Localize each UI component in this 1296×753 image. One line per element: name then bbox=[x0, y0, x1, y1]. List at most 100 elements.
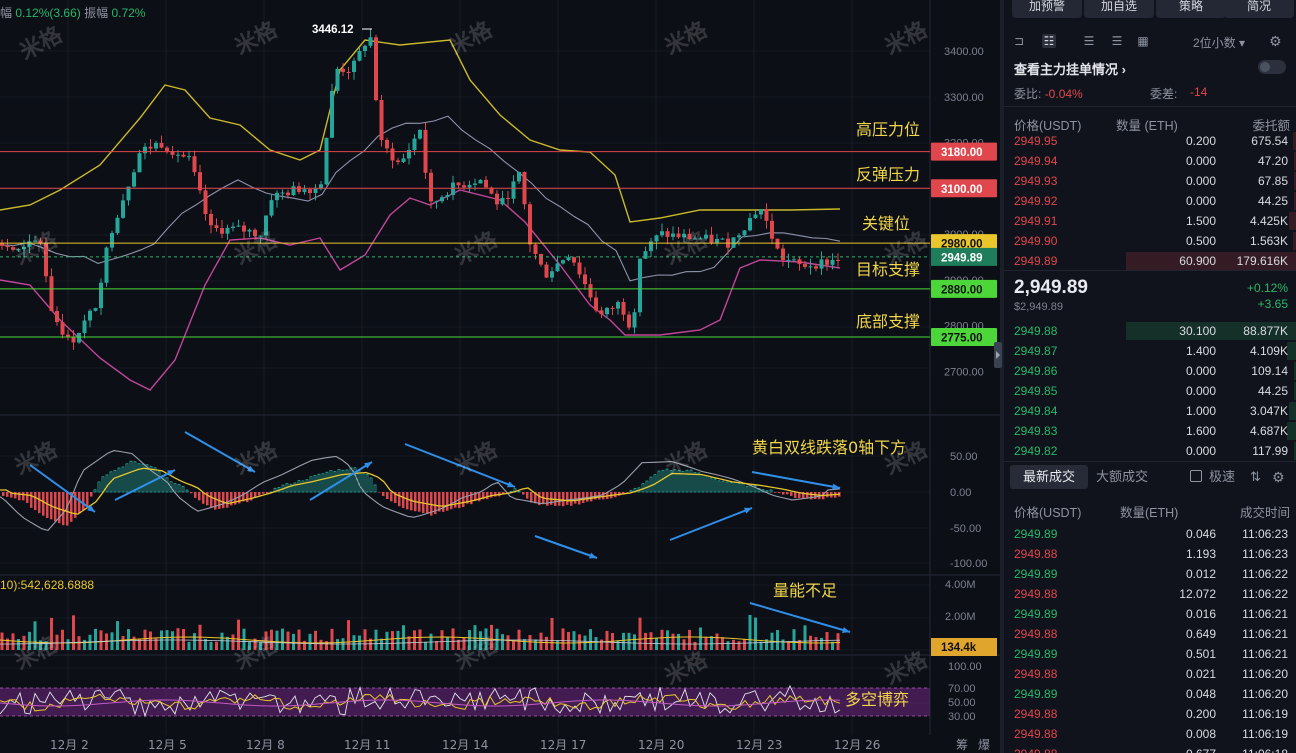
rsi-line-slow bbox=[0, 699, 841, 707]
macd-histogram-bar bbox=[462, 492, 465, 508]
orderbook-row[interactable]: 2949.89 60.900 179.616K bbox=[1004, 251, 1296, 271]
volume-bar bbox=[506, 635, 510, 650]
tab-latest-trades[interactable]: 最新成交 bbox=[1010, 465, 1088, 489]
volume-bar bbox=[523, 639, 526, 650]
macd-histogram-bar bbox=[701, 474, 705, 493]
tab-large-trades[interactable]: 大额成交 bbox=[1096, 469, 1149, 484]
volume-bar bbox=[61, 629, 64, 650]
candle-body bbox=[11, 247, 15, 250]
filter-icon[interactable]: ⇅ bbox=[1250, 469, 1261, 484]
trade-time: 11:06:21 bbox=[1242, 647, 1288, 661]
price-tick-label: 2700.00 bbox=[944, 366, 984, 378]
macd-histogram-bar bbox=[717, 480, 721, 493]
trade-row[interactable]: 2949.88 1.193 11:06:23 bbox=[1004, 544, 1296, 564]
volume-bar bbox=[314, 630, 317, 650]
macd-histogram-bar bbox=[410, 492, 413, 511]
macd-histogram-bar bbox=[709, 477, 713, 493]
row-price: 2949.82 bbox=[1014, 444, 1058, 458]
date-tick-label: 12月 26 bbox=[834, 738, 880, 752]
macd-histogram-bar bbox=[737, 482, 741, 493]
date-tick-label: 12月 14 bbox=[442, 738, 488, 752]
macd-histogram-bar bbox=[157, 471, 161, 493]
macd-histogram-bar bbox=[550, 492, 553, 505]
orderbook-row[interactable]: 2949.88 30.100 88.877K bbox=[1004, 321, 1296, 341]
divider-line bbox=[1004, 106, 1296, 107]
candle-body bbox=[495, 193, 499, 205]
macd-dea-line bbox=[0, 467, 841, 515]
macd-histogram-bar bbox=[774, 492, 777, 493]
settings-gear-icon[interactable]: ⚙ bbox=[1269, 33, 1282, 49]
candle-body bbox=[792, 259, 796, 261]
level-price-tag bbox=[931, 179, 997, 198]
trade-row[interactable]: 2949.89 0.501 11:06:21 bbox=[1004, 644, 1296, 664]
overview-button[interactable]: 简况 bbox=[1224, 0, 1294, 18]
price-tick-label: 3300.00 bbox=[944, 92, 984, 104]
orderbook-row[interactable]: 2949.85 0.000 44.25 bbox=[1004, 381, 1296, 401]
main-orders-link[interactable]: 查看主力挂单情况 › bbox=[1014, 59, 1126, 78]
macd-histogram-bar bbox=[382, 492, 385, 496]
asks-only-icon[interactable]: ☰ bbox=[1111, 34, 1123, 48]
orderbook-row[interactable]: 2949.92 0.000 44.25 bbox=[1004, 191, 1296, 211]
volume-bar bbox=[286, 631, 290, 650]
trade-row[interactable]: 2949.88 0.008 11:06:19 bbox=[1004, 724, 1296, 744]
macd-histogram-bar bbox=[665, 468, 669, 493]
decimals-dropdown[interactable]: 2位小数 ▾ bbox=[1193, 34, 1245, 51]
trade-row[interactable]: 2949.88 0.677 11:06:18 bbox=[1004, 744, 1296, 753]
orderbook-row[interactable]: 2949.83 1.600 4.687K bbox=[1004, 421, 1296, 441]
trade-row[interactable]: 2949.89 0.048 11:06:20 bbox=[1004, 684, 1296, 704]
candle-body bbox=[187, 156, 191, 158]
candle-body bbox=[319, 184, 323, 189]
trade-row[interactable]: 2949.88 12.072 11:06:22 bbox=[1004, 584, 1296, 604]
candle-body bbox=[385, 139, 389, 149]
macd-histogram-bar bbox=[669, 470, 673, 493]
orderbook-row[interactable]: 2949.91 1.500 4.425K bbox=[1004, 211, 1296, 231]
candle-body bbox=[396, 160, 400, 162]
trade-row[interactable]: 2949.88 0.200 11:06:19 bbox=[1004, 704, 1296, 724]
orderbook-row[interactable]: 2949.93 0.000 67.85 bbox=[1004, 171, 1296, 191]
main-orders-label: 查看主力挂单情况 bbox=[1014, 62, 1119, 77]
trade-row[interactable]: 2949.89 0.016 11:06:21 bbox=[1004, 604, 1296, 624]
candle-body bbox=[610, 307, 615, 309]
orderbook-row[interactable]: 2949.82 0.000 117.99 bbox=[1004, 441, 1296, 461]
macd-histogram-bar bbox=[14, 492, 17, 499]
split-book-icon[interactable]: ☷ bbox=[1042, 34, 1056, 48]
macd-histogram-bar bbox=[325, 471, 329, 493]
trade-row[interactable]: 2949.88 0.649 11:06:21 bbox=[1004, 624, 1296, 644]
back-view-icon[interactable]: ⊐ bbox=[1013, 34, 1025, 48]
volume-bar bbox=[94, 628, 97, 650]
panel-divider[interactable] bbox=[1000, 0, 1004, 753]
orderbook-row[interactable]: 2949.87 1.400 4.109K bbox=[1004, 341, 1296, 361]
trades-settings-icon[interactable]: ⚙ bbox=[1272, 469, 1285, 485]
candle-body bbox=[671, 233, 675, 237]
macd-histogram-bar bbox=[246, 492, 249, 503]
trade-time: 11:06:19 bbox=[1242, 707, 1288, 721]
trade-row[interactable]: 2949.88 0.021 11:06:20 bbox=[1004, 664, 1296, 684]
orderbook-row[interactable]: 2949.84 1.000 3.047K bbox=[1004, 401, 1296, 421]
candle-body bbox=[654, 235, 659, 242]
kline-chart-canvas[interactable]: 3400.003300.003200.003100.003000.002900.… bbox=[0, 0, 1000, 753]
add-alert-button[interactable]: 加预警 bbox=[1012, 0, 1082, 18]
orderbook-row[interactable]: 2949.90 0.500 1.563K bbox=[1004, 231, 1296, 251]
bids-only-icon[interactable]: ☰ bbox=[1083, 34, 1095, 48]
main-orders-toggle[interactable] bbox=[1258, 60, 1286, 74]
depth-chart-icon[interactable]: ▦ bbox=[1137, 34, 1149, 48]
bollinger-upper bbox=[0, 39, 841, 223]
trade-row[interactable]: 2949.89 0.046 11:06:23 bbox=[1004, 524, 1296, 544]
orderbook-row[interactable]: 2949.86 0.000 109.14 bbox=[1004, 361, 1296, 381]
orderbook-row[interactable]: 2949.94 0.000 47.20 bbox=[1004, 151, 1296, 171]
trend-arrow bbox=[749, 602, 851, 633]
candle-body bbox=[715, 238, 719, 243]
fast-mode-checkbox[interactable] bbox=[1190, 470, 1202, 482]
trend-arrow bbox=[751, 471, 841, 489]
macd-histogram-bar bbox=[802, 492, 805, 499]
trade-row[interactable]: 2949.89 0.012 11:06:22 bbox=[1004, 564, 1296, 584]
strategy-button[interactable]: 策略 bbox=[1156, 0, 1226, 18]
macd-histogram-bar bbox=[297, 480, 301, 493]
trade-price: 2949.88 bbox=[1014, 627, 1058, 641]
macd-histogram-bar bbox=[786, 492, 789, 495]
collapse-panel-handle[interactable] bbox=[994, 342, 1002, 368]
kline-chart-panel[interactable]: 3400.003300.003200.003100.003000.002900.… bbox=[0, 0, 1000, 753]
chip-tool-label: 筹 bbox=[956, 738, 968, 752]
add-watchlist-button[interactable]: 加自选 bbox=[1084, 0, 1154, 18]
orderbook-row[interactable]: 2949.95 0.200 675.54 bbox=[1004, 131, 1296, 151]
